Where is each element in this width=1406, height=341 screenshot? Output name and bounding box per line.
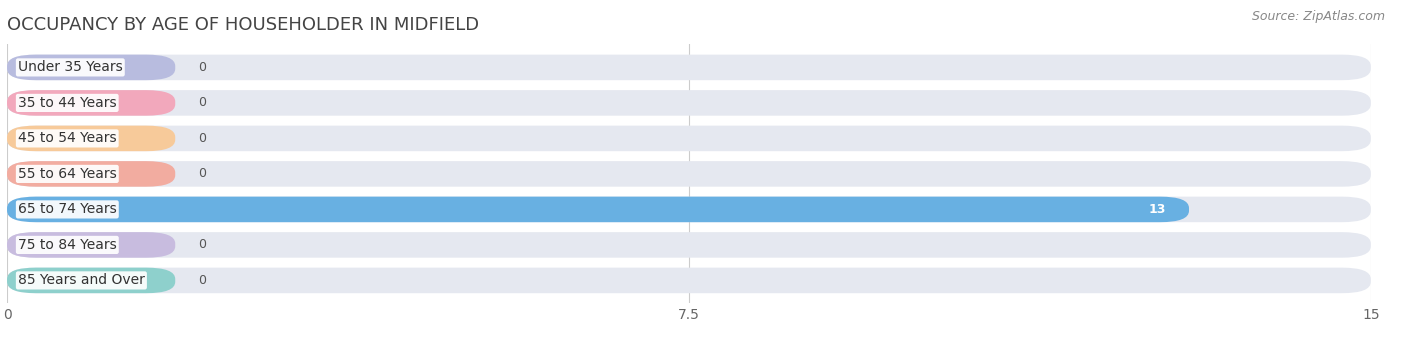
FancyBboxPatch shape (7, 268, 176, 293)
Text: 85 Years and Over: 85 Years and Over (18, 273, 145, 287)
Text: 13: 13 (1149, 203, 1166, 216)
Text: 45 to 54 Years: 45 to 54 Years (18, 131, 117, 145)
Text: 65 to 74 Years: 65 to 74 Years (18, 203, 117, 217)
FancyBboxPatch shape (7, 90, 176, 116)
Text: Under 35 Years: Under 35 Years (18, 60, 122, 74)
FancyBboxPatch shape (7, 55, 176, 80)
FancyBboxPatch shape (7, 55, 1371, 80)
Text: 55 to 64 Years: 55 to 64 Years (18, 167, 117, 181)
Text: 75 to 84 Years: 75 to 84 Years (18, 238, 117, 252)
FancyBboxPatch shape (7, 161, 176, 187)
FancyBboxPatch shape (7, 125, 176, 151)
FancyBboxPatch shape (7, 232, 176, 258)
FancyBboxPatch shape (7, 197, 1371, 222)
FancyBboxPatch shape (7, 161, 1371, 187)
Text: 0: 0 (198, 97, 205, 109)
FancyBboxPatch shape (7, 90, 1371, 116)
Text: Source: ZipAtlas.com: Source: ZipAtlas.com (1251, 10, 1385, 23)
FancyBboxPatch shape (7, 268, 1371, 293)
Text: OCCUPANCY BY AGE OF HOUSEHOLDER IN MIDFIELD: OCCUPANCY BY AGE OF HOUSEHOLDER IN MIDFI… (7, 16, 479, 34)
Text: 0: 0 (198, 238, 205, 251)
Text: 0: 0 (198, 274, 205, 287)
Text: 35 to 44 Years: 35 to 44 Years (18, 96, 117, 110)
FancyBboxPatch shape (7, 197, 1189, 222)
FancyBboxPatch shape (7, 125, 1371, 151)
Text: 0: 0 (198, 132, 205, 145)
Text: 0: 0 (198, 167, 205, 180)
FancyBboxPatch shape (7, 232, 1371, 258)
Text: 0: 0 (198, 61, 205, 74)
